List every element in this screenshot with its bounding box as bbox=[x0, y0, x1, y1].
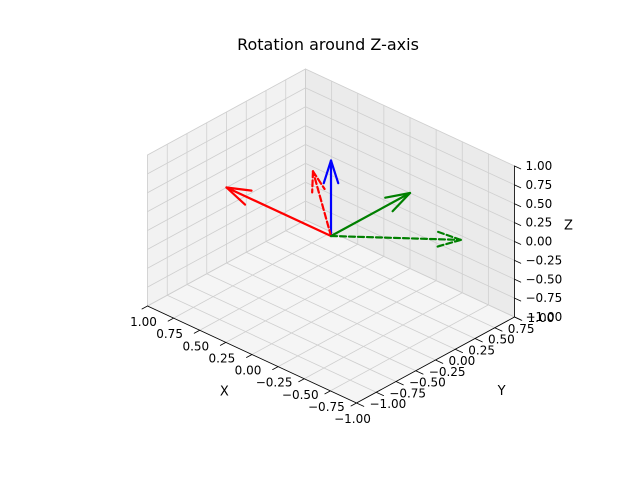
axis-lines bbox=[141, 165, 523, 407]
x-tick-mark bbox=[193, 329, 201, 334]
vector-shaft bbox=[329, 191, 412, 238]
y-tick-label: −1.00 bbox=[370, 397, 407, 411]
vector-head bbox=[311, 170, 326, 191]
x-tick-mark bbox=[167, 317, 175, 322]
grid-line bbox=[225, 255, 385, 343]
grid-line bbox=[147, 106, 306, 194]
z-tick-mark bbox=[514, 184, 522, 189]
z-tick-label: 1.00 bbox=[526, 159, 553, 173]
x-tick-mark bbox=[141, 305, 148, 310]
y-tick-label: 1.00 bbox=[528, 311, 555, 325]
y-axis-label: Y bbox=[497, 384, 506, 399]
y-tick-mark bbox=[356, 402, 365, 407]
tick-labels: −1.00−0.75−0.50−0.250.000.250.500.751.00… bbox=[130, 159, 562, 426]
y-tick-label: 0.75 bbox=[508, 322, 535, 336]
grid-line bbox=[305, 68, 515, 167]
y-tick-label: −0.50 bbox=[409, 376, 446, 390]
z-tick-mark bbox=[514, 297, 522, 302]
grid-line bbox=[305, 87, 515, 186]
z-tick-mark bbox=[514, 278, 522, 283]
x-tick-label: 0.25 bbox=[209, 351, 236, 365]
vector-shaft bbox=[311, 170, 333, 238]
z-tick-label: 0.75 bbox=[526, 178, 553, 192]
vector-head bbox=[329, 159, 340, 185]
z-tick-label: −0.50 bbox=[526, 272, 563, 286]
grid-line bbox=[305, 125, 515, 224]
y-tick-mark bbox=[494, 327, 503, 332]
z-tick-label: −0.75 bbox=[526, 291, 563, 305]
z-axis-label: Z bbox=[564, 219, 573, 234]
vector-arrow bbox=[322, 159, 340, 238]
y-tick-label: 0.25 bbox=[468, 343, 495, 357]
grid-line bbox=[147, 87, 306, 175]
x-tick-label: −1.00 bbox=[334, 412, 371, 426]
grid-line bbox=[173, 231, 333, 319]
grid-line bbox=[285, 230, 496, 329]
x-tick-label: −0.75 bbox=[308, 400, 345, 414]
y-tick-mark bbox=[395, 381, 404, 386]
vector-head bbox=[322, 159, 333, 185]
y-tick-label: 0.00 bbox=[449, 354, 476, 368]
x-tick-label: 0.50 bbox=[182, 339, 209, 353]
z-tick-label: 0.25 bbox=[526, 216, 553, 230]
y-tick-label: 0.50 bbox=[488, 333, 515, 347]
x-tick-mark bbox=[350, 402, 357, 407]
x-tick-label: 0.00 bbox=[235, 364, 262, 378]
z-tick-label: 0.50 bbox=[526, 197, 553, 211]
grid-line bbox=[147, 219, 306, 307]
vector-head bbox=[225, 186, 247, 206]
grid-line bbox=[245, 251, 456, 350]
vector-head bbox=[225, 186, 253, 192]
grid-line bbox=[265, 241, 476, 339]
z-tick-mark bbox=[514, 165, 522, 170]
vector-arrow bbox=[329, 191, 412, 238]
vector-arrow bbox=[311, 170, 333, 238]
z-tick-label: −0.25 bbox=[526, 253, 563, 267]
vectors bbox=[225, 159, 462, 248]
z-tick-mark bbox=[514, 203, 522, 208]
y-tick-mark bbox=[415, 370, 424, 375]
vector-shaft bbox=[329, 234, 462, 241]
z-tick-mark bbox=[514, 241, 522, 245]
y-tick-mark bbox=[454, 348, 463, 354]
grid-lines bbox=[147, 68, 515, 404]
z-tick-mark bbox=[514, 222, 522, 226]
x-tick-mark bbox=[298, 378, 305, 383]
x-tick-label: 1.00 bbox=[130, 315, 157, 329]
z-tick-label: −1.00 bbox=[526, 310, 563, 324]
x-tick-label: 0.75 bbox=[156, 327, 183, 341]
z-tick-label: 0.00 bbox=[526, 235, 553, 249]
x-tick-mark bbox=[272, 366, 279, 371]
x-tick-mark bbox=[246, 354, 253, 358]
grid-line bbox=[147, 68, 306, 156]
vector-head bbox=[311, 170, 315, 194]
y-tick-mark bbox=[375, 391, 384, 397]
x-tick-mark bbox=[219, 341, 227, 346]
vector-arrow bbox=[225, 186, 333, 238]
vector-head bbox=[391, 191, 412, 213]
y-tick-mark bbox=[474, 338, 483, 343]
x-axis-label: X bbox=[220, 385, 229, 400]
chart-title: Rotation around Z-axis bbox=[237, 35, 419, 54]
grid-line bbox=[147, 125, 306, 213]
grid-line bbox=[305, 106, 515, 205]
x-tick-mark bbox=[324, 390, 331, 395]
y-tick-label: −0.25 bbox=[429, 365, 466, 379]
y-tick-mark bbox=[435, 359, 444, 364]
vector-arrow bbox=[329, 230, 462, 248]
grid-line bbox=[226, 262, 436, 361]
vector-head bbox=[435, 238, 462, 248]
x-tick-label: −0.25 bbox=[256, 376, 293, 390]
vector-shaft bbox=[225, 186, 333, 238]
y-tick-mark bbox=[514, 316, 523, 321]
y-tick-label: −0.75 bbox=[389, 386, 426, 400]
x-tick-label: −0.50 bbox=[282, 388, 319, 402]
vector-head bbox=[384, 191, 412, 199]
vector-head bbox=[435, 230, 462, 241]
z-tick-mark bbox=[514, 259, 522, 264]
grid-line bbox=[199, 243, 359, 331]
